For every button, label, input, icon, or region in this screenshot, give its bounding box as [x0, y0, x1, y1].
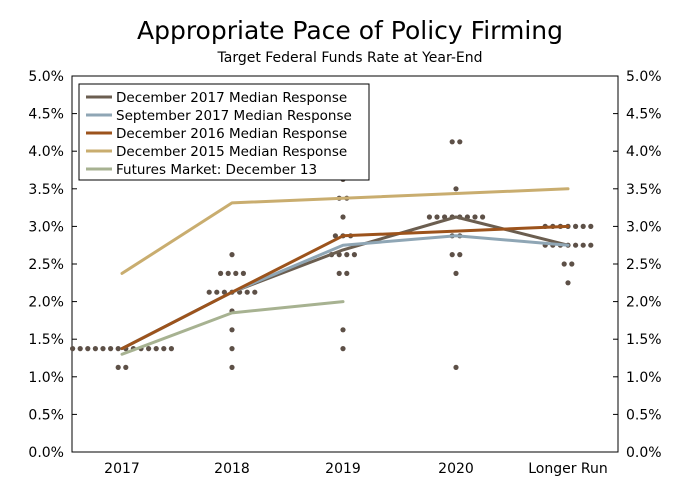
participant-dot [453, 364, 459, 370]
participant-dot [332, 233, 338, 239]
y-tick-label-left: 3.0% [28, 219, 64, 235]
x-tick-label: 2019 [325, 461, 361, 477]
x-tick-label: 2020 [438, 461, 474, 477]
participant-dot [340, 327, 346, 333]
series-line [120, 224, 570, 351]
participant-dot [588, 242, 594, 248]
participant-dot [453, 270, 459, 276]
y-tick-label-right: 1.0% [626, 370, 662, 386]
y-tick-label-left: 0.5% [28, 407, 64, 423]
x-tick-label: 2017 [104, 461, 140, 477]
series-line [120, 234, 570, 351]
participant-dot [573, 242, 579, 248]
participant-dot [218, 270, 224, 276]
participant-dot [573, 223, 579, 229]
series-line [120, 300, 345, 356]
participant-dot [123, 364, 129, 370]
participant-dot [561, 261, 567, 267]
participant-dot [344, 270, 350, 276]
participant-dot [214, 289, 220, 295]
legend-label: December 2015 Median Response [116, 144, 347, 160]
y-tick-label-left: 2.0% [28, 295, 64, 311]
y-tick-label-right: 3.0% [626, 219, 662, 235]
participant-dot [92, 346, 98, 352]
participant-dot [221, 289, 227, 295]
y-tick-label-right: 2.5% [626, 257, 662, 273]
participant-dot [77, 346, 83, 352]
participant-dot [161, 346, 167, 352]
participant-dot [457, 252, 463, 258]
participant-dot [70, 346, 76, 352]
legend-label: December 2016 Median Response [116, 126, 347, 142]
legend-box [78, 83, 370, 181]
participant-dot [453, 186, 459, 192]
participant-dot [457, 139, 463, 145]
x-tick-label: 2018 [214, 461, 250, 477]
y-tick-label-right: 0.0% [626, 445, 662, 461]
participant-dot [340, 346, 346, 352]
participant-dot [229, 346, 235, 352]
participant-dot [351, 252, 357, 258]
y-tick-label-right: 5.0% [626, 69, 662, 85]
y-tick-label-right: 4.0% [626, 144, 662, 160]
participant-dot [100, 346, 106, 352]
x-tick-label: Longer Run [528, 461, 608, 477]
participant-dot [229, 252, 235, 258]
y-tick-label-left: 4.0% [28, 144, 64, 160]
participant-dot [168, 346, 174, 352]
participant-dot [426, 214, 432, 220]
participant-dot [336, 270, 342, 276]
y-tick-label-right: 1.5% [626, 332, 662, 348]
participant-dot [449, 139, 455, 145]
participant-dot [115, 364, 121, 370]
y-tick-label-right: 0.5% [626, 407, 662, 423]
participant-dot [146, 346, 152, 352]
y-tick-label-left: 2.5% [28, 257, 64, 273]
participant-dot [240, 270, 246, 276]
participant-dot [480, 214, 486, 220]
participant-dot [115, 346, 121, 352]
participant-dot [244, 289, 250, 295]
participant-dot [588, 223, 594, 229]
participant-dot [252, 289, 258, 295]
y-tick-label-right: 2.0% [626, 295, 662, 311]
participant-dot [580, 242, 586, 248]
y-tick-label-left: 3.5% [28, 182, 64, 198]
y-tick-label-left: 4.5% [28, 107, 64, 123]
participant-dot [225, 270, 231, 276]
participant-dot [449, 252, 455, 258]
participant-dot [229, 364, 235, 370]
participant-dot [85, 346, 91, 352]
participant-dot [153, 346, 159, 352]
participant-dot [344, 252, 350, 258]
legend-label: Futures Market: December 13 [116, 162, 317, 178]
chart-subtitle: Target Federal Funds Rate at Year-End [217, 50, 483, 66]
y-tick-label-left: 1.0% [28, 370, 64, 386]
participant-dot [472, 214, 478, 220]
participant-dot [108, 346, 114, 352]
participant-dot [442, 214, 448, 220]
participant-dot [233, 270, 239, 276]
participant-dot [206, 289, 212, 295]
participant-dot [580, 223, 586, 229]
legend-label: September 2017 Median Response [116, 108, 352, 124]
participant-dot [434, 214, 440, 220]
legend-label: December 2017 Median Response [116, 90, 347, 106]
y-tick-label-right: 3.5% [626, 182, 662, 198]
participant-dot [229, 327, 235, 333]
y-tick-label-left: 1.5% [28, 332, 64, 348]
y-tick-label-left: 5.0% [28, 69, 64, 85]
participant-dot [569, 261, 575, 267]
series-line [120, 187, 570, 275]
y-tick-label-right: 4.5% [626, 107, 662, 123]
participant-dot [565, 280, 571, 286]
chart-title: Appropriate Pace of Policy Firming [136, 16, 563, 45]
y-tick-label-left: 0.0% [28, 445, 64, 461]
participant-dot [340, 214, 346, 220]
